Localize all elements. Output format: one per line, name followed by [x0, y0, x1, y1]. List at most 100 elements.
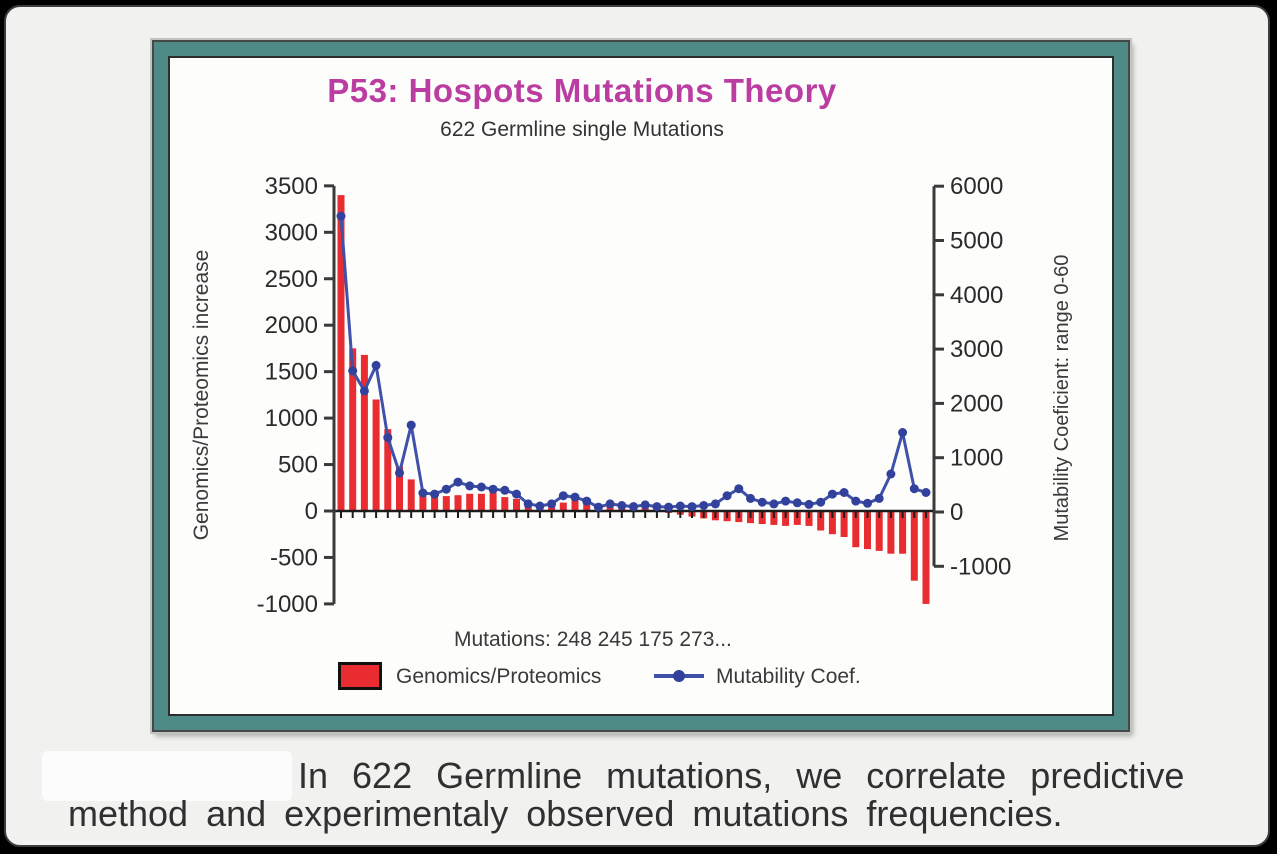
line-point — [441, 484, 451, 494]
line-point — [593, 502, 603, 512]
line-point — [863, 498, 872, 508]
bar-genomics — [407, 479, 415, 511]
bar-genomics — [782, 511, 790, 526]
line-point — [746, 493, 755, 503]
line-point — [406, 420, 416, 430]
line-point — [582, 496, 592, 506]
bar-genomics — [559, 502, 567, 511]
line-point — [792, 498, 802, 508]
bar-genomics — [910, 511, 918, 581]
right-tick-label: 6000 — [950, 173, 1003, 200]
line-point — [640, 500, 650, 510]
line-dot-icon — [654, 670, 704, 682]
left-tick-label: -1000 — [257, 591, 318, 618]
line-point — [827, 489, 837, 499]
line-point — [371, 360, 381, 370]
left-tick-label: 1500 — [265, 359, 318, 386]
line-point — [418, 488, 428, 498]
bar-genomics — [349, 348, 357, 511]
right-axis-title: Mutability Coeficient: range 0-60 — [1051, 255, 1073, 542]
caption-line-2: method and experimentaly observed mutati… — [68, 793, 1063, 834]
line-point — [383, 433, 393, 443]
line-point — [570, 492, 580, 502]
left-tick-label: 1000 — [265, 405, 318, 432]
slide-title: P53: Hospots Mutations Theory — [327, 72, 837, 109]
line-point — [816, 497, 826, 507]
left-tick-label: 2500 — [265, 266, 318, 293]
left-tick-label: 0 — [305, 498, 318, 525]
line-point — [781, 496, 791, 506]
bar-genomics — [454, 495, 462, 511]
bar-genomics — [805, 511, 813, 526]
bar-genomics — [817, 511, 825, 531]
left-tick-label: 3000 — [265, 219, 318, 246]
left-tick-label: 2000 — [265, 312, 318, 339]
line-point — [535, 501, 545, 511]
line-point — [675, 501, 685, 511]
bar-genomics — [571, 499, 579, 511]
bar-genomics — [852, 511, 860, 548]
line-point — [512, 489, 521, 499]
line-point — [710, 499, 720, 509]
redaction-box — [42, 751, 292, 801]
line-point — [664, 502, 674, 512]
right-tick-label: 0 — [950, 499, 963, 526]
slide-canvas: P53: Hospots Mutations Theory 622 Germli… — [168, 56, 1114, 716]
line-point — [465, 481, 475, 491]
line-point — [874, 493, 884, 503]
bar-genomics — [887, 511, 895, 554]
line-point — [734, 484, 744, 494]
line-point — [699, 501, 709, 510]
content-card: P53: Hospots Mutations Theory 622 Germli… — [4, 5, 1270, 847]
line-point — [605, 499, 615, 509]
bar-genomics — [513, 498, 520, 511]
right-tick-label: 3000 — [950, 336, 1003, 363]
line-point — [757, 497, 767, 507]
slide-subtitle: 622 Germline single Mutations — [440, 118, 724, 141]
line-point — [886, 469, 896, 479]
bar-genomics — [828, 511, 836, 535]
legend-bar-label: Genomics/Proteomics — [396, 665, 602, 688]
caption-line-1: In 622 Germline mutations, we correlate … — [298, 755, 1185, 796]
right-tick-label: 1000 — [950, 445, 1003, 472]
bar-genomics — [431, 495, 439, 511]
x-axis-label: Mutations: 248 245 175 273... — [454, 628, 732, 651]
bar-genomics — [583, 503, 591, 511]
bar-genomics — [864, 511, 871, 550]
left-tick-label: -500 — [270, 544, 318, 571]
left-axis-title: Genomics/Proteomics increase — [190, 250, 213, 541]
line-point — [547, 499, 557, 509]
left-tick-label: 3500 — [265, 173, 318, 200]
bar-genomics — [419, 490, 427, 511]
right-tick-label: 2000 — [950, 390, 1003, 417]
line-point — [359, 386, 369, 396]
line-point — [921, 488, 931, 497]
line-point — [687, 502, 697, 512]
line-point — [453, 477, 463, 487]
line-point — [430, 489, 440, 499]
bar-genomics — [466, 493, 474, 511]
legend-line-label: Mutability Coef. — [716, 665, 861, 688]
left-tick-label: 500 — [278, 452, 318, 479]
right-tick-label: 4000 — [950, 282, 1003, 309]
slide-frame: P53: Hospots Mutations Theory 622 Germli… — [152, 40, 1130, 732]
chart: 3500 3000 2500 2000 1500 1000 500 0 -500 -1000 600… — [190, 173, 1073, 618]
line-point — [909, 484, 919, 494]
line-point — [769, 499, 779, 509]
line-point — [722, 491, 732, 501]
bar-genomics — [384, 429, 392, 511]
line-point — [558, 491, 568, 501]
line-point — [348, 366, 358, 376]
line-point — [617, 501, 627, 510]
line-point — [395, 468, 404, 478]
legend-bar-swatch — [338, 662, 382, 690]
bar-genomics — [922, 511, 930, 604]
bar-genomics — [442, 496, 450, 511]
bar-genomics — [840, 511, 848, 537]
bar-genomics — [501, 497, 509, 511]
legend-line-marker-icon — [650, 662, 708, 695]
bar-genomics — [360, 354, 368, 511]
line-point — [804, 499, 814, 509]
right-tick-label: -1000 — [950, 553, 1011, 580]
line-point — [500, 485, 510, 495]
